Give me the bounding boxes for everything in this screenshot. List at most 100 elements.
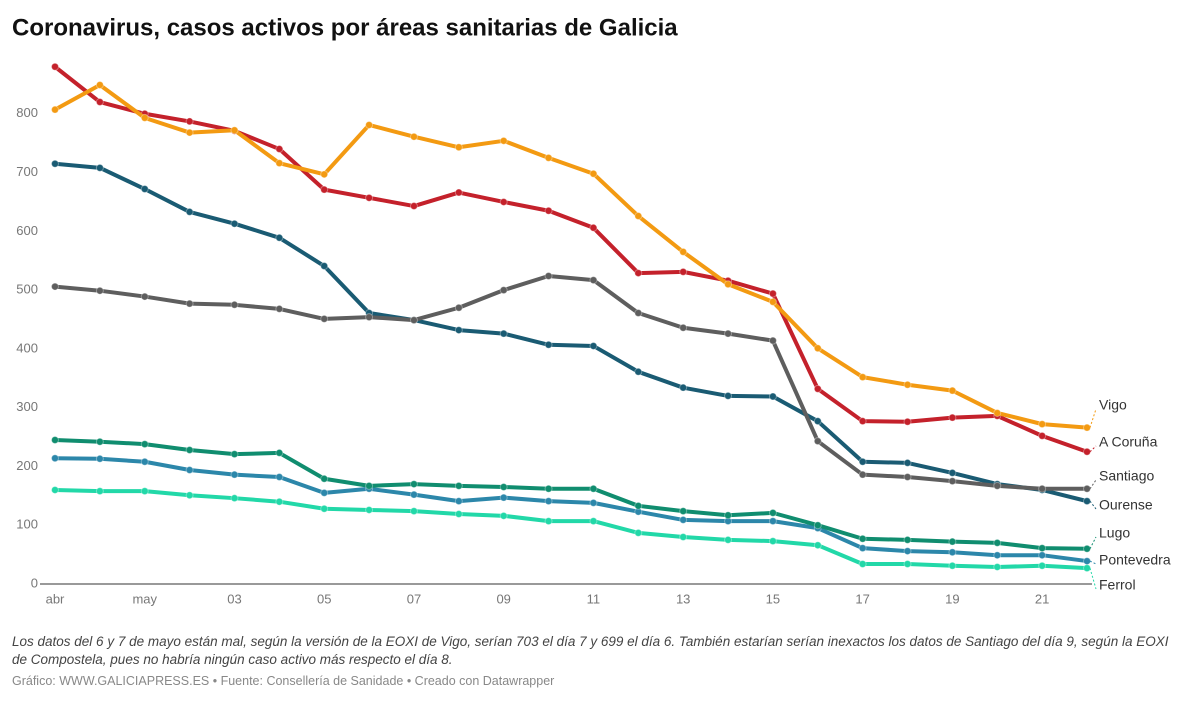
point: [1083, 423, 1091, 432]
point: [948, 537, 957, 546]
point: [320, 474, 329, 483]
legend-label: Ourense: [1099, 497, 1153, 513]
point: [95, 437, 104, 446]
point: [768, 537, 777, 546]
point: [185, 465, 194, 474]
source: Gráfico: WWW.GALICIAPRESS.ES • Fuente: C…: [12, 674, 555, 688]
point: [724, 329, 733, 338]
point: [454, 143, 463, 152]
point: [544, 272, 553, 281]
point: [499, 329, 508, 338]
point: [634, 528, 643, 537]
point: [634, 367, 643, 376]
point: [185, 445, 194, 454]
point: [499, 493, 508, 502]
x-tick-label: 03: [227, 591, 241, 606]
point: [948, 386, 957, 395]
point: [948, 468, 957, 477]
point: [409, 480, 418, 489]
point: [948, 561, 957, 570]
y-tick-label: 100: [16, 517, 38, 532]
point: [275, 159, 284, 168]
point: [858, 417, 867, 426]
point: [634, 309, 643, 318]
legend-label: A Coruña: [1099, 434, 1158, 450]
point: [544, 497, 553, 506]
label-connector: [1089, 408, 1097, 428]
point: [544, 517, 553, 526]
x-tick-label: 09: [496, 591, 510, 606]
point: [1038, 420, 1047, 429]
point: [1083, 557, 1091, 566]
point: [499, 483, 508, 492]
point: [409, 316, 418, 325]
point: [409, 507, 418, 516]
point: [51, 62, 59, 71]
point: [903, 380, 912, 389]
point: [1083, 484, 1091, 493]
point: [275, 145, 284, 154]
point: [51, 159, 59, 168]
point: [230, 470, 239, 479]
label-connector: [1089, 560, 1097, 565]
point: [903, 458, 912, 467]
y-tick-label: 800: [16, 105, 38, 120]
point: [1038, 431, 1047, 440]
point: [544, 206, 553, 215]
point: [230, 494, 239, 503]
point: [275, 233, 284, 242]
point: [993, 408, 1002, 417]
point: [365, 505, 374, 514]
point: [1083, 497, 1091, 506]
label-connector: [1089, 445, 1097, 453]
point: [140, 487, 149, 496]
point: [365, 120, 374, 129]
point: [993, 538, 1002, 547]
point: [365, 481, 374, 490]
point: [813, 384, 822, 393]
point: [679, 383, 688, 392]
point: [768, 508, 777, 517]
point: [679, 532, 688, 541]
x-tick-label: 13: [676, 591, 690, 606]
point: [185, 117, 194, 126]
point: [275, 497, 284, 506]
label-connector: [1089, 500, 1097, 510]
point: [813, 437, 822, 446]
point: [454, 497, 463, 506]
point: [275, 304, 284, 313]
point: [948, 477, 957, 486]
y-tick-label: 0: [31, 575, 38, 590]
point: [95, 163, 104, 172]
point: [95, 80, 104, 89]
y-tick-label: 700: [16, 164, 38, 179]
series-line: [54, 82, 1088, 430]
x-tick-label: 19: [945, 591, 959, 606]
point: [1083, 564, 1091, 573]
label-connector: [1089, 567, 1097, 590]
point: [589, 341, 598, 350]
series-line: [54, 161, 1088, 504]
point: [993, 562, 1002, 571]
point: [858, 560, 867, 569]
point: [679, 507, 688, 516]
point: [275, 448, 284, 457]
point: [544, 340, 553, 349]
point: [51, 454, 59, 463]
y-tick-label: 400: [16, 340, 38, 355]
x-tick-label: abr: [46, 591, 65, 606]
point: [320, 314, 329, 323]
label-connector: [1089, 479, 1097, 490]
x-tick-label: 11: [587, 591, 601, 606]
point: [679, 267, 688, 276]
point: [993, 481, 1002, 490]
point: [1038, 544, 1047, 553]
point: [320, 262, 329, 271]
y-tick-label: 200: [16, 458, 38, 473]
point: [454, 510, 463, 519]
point: [813, 417, 822, 426]
point: [768, 297, 777, 306]
point: [185, 207, 194, 216]
chart: Coronavirus, casos activos por áreas san…: [12, 14, 1171, 606]
x-tick-label: 21: [1035, 591, 1049, 606]
